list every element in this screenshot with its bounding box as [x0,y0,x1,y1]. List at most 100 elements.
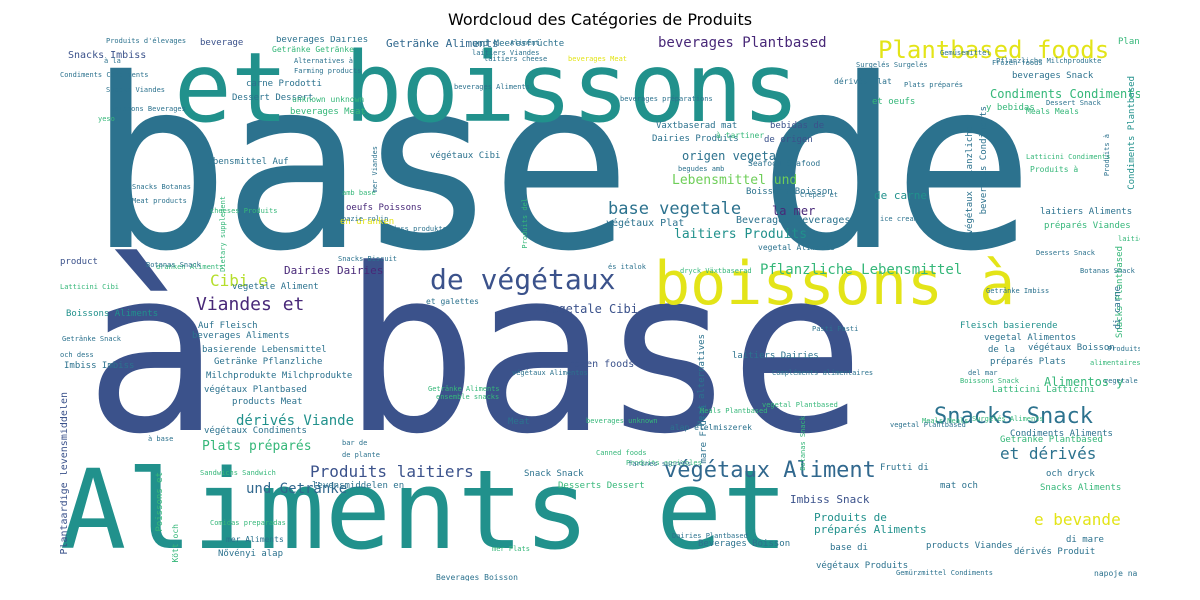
word: Pflanzliche Milchprodukte [996,57,1102,65]
word: Boissons Snack [960,377,1020,385]
word: alap élelmiszerek [670,423,752,432]
word: la mer [772,204,816,218]
word: y bebidas [986,103,1035,113]
word: dérivés Produit [1014,547,1096,557]
word: Boissons Beverages [110,105,186,113]
word: Nővényi alap [218,549,284,559]
word-cloud: base de à base Aliments et et boissons b… [60,36,1140,581]
word: dérivés Plat [834,77,892,86]
word: Latticini Condiments [1026,153,1111,161]
word: Seafood Seafood [748,159,821,168]
word: Beverages Boisson [698,539,791,549]
word: Boissons Aliments [66,309,159,319]
word: Fleisch basierende [960,321,1058,331]
word: Plantaardige levensmiddelen [60,392,70,555]
word: Botanas Snack [1080,267,1135,275]
word: Produits agricoles [626,459,702,467]
word: Condiments Plantbased [1127,76,1137,190]
word: beverages Meat [568,55,628,63]
word: dérivés Viande [236,413,355,429]
word: del mar [968,369,998,377]
word: dranken Aliments [156,263,224,271]
word: Botanas Snack [146,261,201,269]
word: Produits d'élevages [106,37,187,45]
word: beverages Meat [290,107,366,117]
word: vegetal Alimentos [984,333,1077,343]
word: vegetale Aliment [232,282,319,292]
word: Lebensmittel und [672,173,798,188]
word: Snacks Aliments [1040,483,1122,493]
word: Produits de [814,511,887,524]
word: Produits del [521,198,529,249]
word: és italok [608,263,646,271]
word: ice cream [880,215,918,223]
word: et galettes [426,297,479,306]
word: Växtbaserad mat [656,121,738,131]
word: Viandes et [196,294,305,315]
word: Frozen foods [562,359,635,370]
word: Getränke Aliments [428,385,500,393]
word: Aliments et [60,446,789,574]
word: laitiers Viandes [472,49,540,57]
word: Farming products [294,67,362,75]
word: Comidas preparadas [210,519,286,527]
word: beverages Snack [1012,71,1094,81]
word: base di [830,543,868,553]
word: Boissons Boisson [746,187,833,197]
word: Pasti Pasti [812,325,859,333]
word: och dryck [1046,469,1095,479]
word: Alimentos y [1044,375,1124,389]
word: farines sucrées [628,460,692,468]
word: beverages unknown [586,417,658,425]
word: Condiments Condiments [990,87,1140,101]
word: Imbiss Imbiss [64,361,135,371]
word: et oeufs [872,97,916,107]
word: préparés Viandes [1044,221,1131,231]
word: Alternatives à [294,57,354,65]
word: Canned foods [596,449,647,457]
word: laitiers Aliments [1040,207,1133,217]
word: base de [88,36,1035,303]
word: bar de [342,439,368,447]
word: vegetal Aliments [758,243,836,252]
word: oeufs Poissons [346,203,422,213]
word: Latticini Latticini [992,385,1095,395]
word: Meals Plantbased [700,407,768,415]
word: Getränke Plantbased [1000,435,1103,445]
word: Desserts Snack [1036,249,1096,257]
word: de végétaux [430,263,616,296]
word: végétaux Produits [816,561,909,571]
word: yeso [98,115,115,123]
word: à base [84,221,865,484]
word: Meat products [132,197,187,205]
word: en dranken [340,217,395,227]
word: Dairies Produits [652,134,739,144]
word: Snacks Imbiss [68,50,147,61]
word: mer Viandes [371,146,379,193]
word: products Meat [232,397,303,407]
word: carne Prodotti [246,79,322,89]
word: Snack Snack [524,469,584,479]
word: Pflanzliche Lebensmittel [760,262,963,278]
word: de origen [764,135,813,145]
word: vegetale Cibi [544,302,638,316]
word: Botanas Snack [799,416,807,471]
word: et dérivés [1000,444,1097,463]
word: Beverages Beverages [736,215,851,226]
word: Kött och [171,524,180,563]
word: Produits à [1030,165,1079,174]
word: dryck Växtbaserad [680,267,752,275]
word: Cibi e [210,271,268,290]
word: laitiers cheese [484,55,548,63]
word: préparés Plats [990,357,1066,367]
word: de carne [874,189,927,202]
word: Condiments Condiments [60,71,149,79]
word: Meals Meals [1026,107,1079,116]
word: Plantbased [1118,37,1140,47]
word: Frutti di [880,463,929,473]
word: laitiers Produits [674,227,808,242]
word: et boissons [174,36,800,144]
word: base vegetale [608,199,742,219]
word: Gemüsemittel [940,49,991,57]
word: Getränke Pflanzliche [214,357,323,367]
